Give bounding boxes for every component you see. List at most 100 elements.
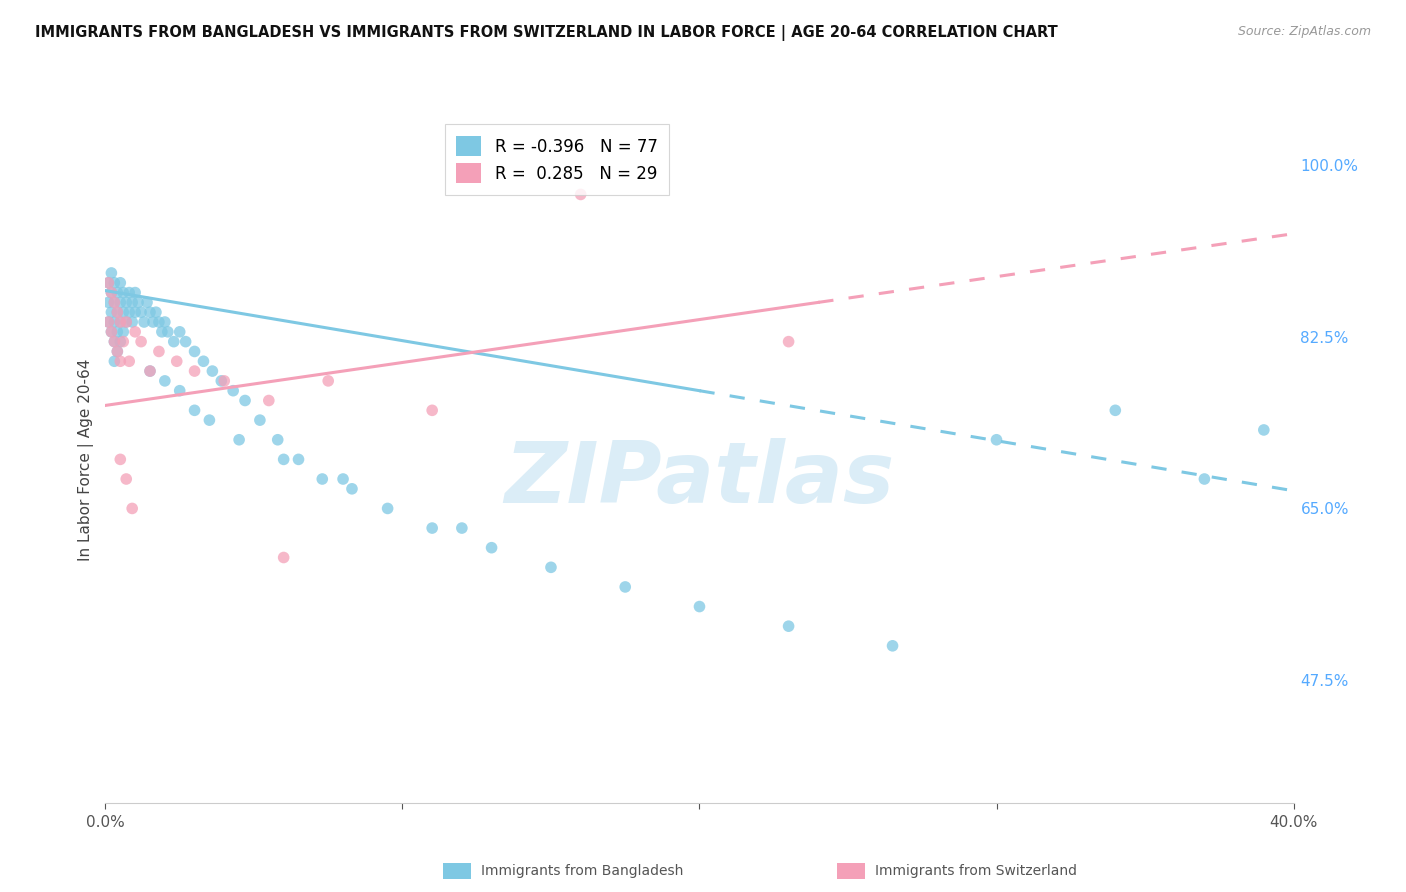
- Point: [100, 325, 122, 339]
- Point: [115, 315, 138, 329]
- Point: [332, 472, 354, 486]
- Point: [97, 295, 120, 310]
- Point: [316, 374, 339, 388]
- Point: [115, 472, 138, 486]
- Point: [420, 403, 443, 417]
- Point: [233, 393, 256, 408]
- Point: [110, 295, 132, 310]
- Point: [614, 580, 637, 594]
- Point: [110, 452, 132, 467]
- Point: [481, 541, 503, 555]
- Text: Immigrants from Bangladesh: Immigrants from Bangladesh: [481, 863, 683, 878]
- Point: [273, 452, 295, 467]
- Point: [100, 285, 122, 300]
- Point: [118, 305, 141, 319]
- Y-axis label: In Labor Force | Age 20-64: In Labor Force | Age 20-64: [79, 359, 94, 560]
- Point: [105, 285, 128, 300]
- Point: [249, 413, 271, 427]
- Point: [112, 325, 135, 339]
- Point: [129, 334, 152, 349]
- Point: [139, 305, 162, 319]
- Point: [540, 560, 562, 574]
- Point: [110, 354, 132, 368]
- Point: [129, 305, 152, 319]
- Point: [148, 344, 170, 359]
- Point: [778, 619, 800, 633]
- Point: [882, 639, 904, 653]
- Point: [450, 521, 472, 535]
- Point: [121, 501, 143, 516]
- Point: [148, 315, 170, 329]
- Point: [183, 364, 205, 378]
- Point: [420, 521, 443, 535]
- Point: [115, 315, 138, 329]
- Point: [105, 344, 128, 359]
- Point: [124, 285, 146, 300]
- Point: [97, 315, 120, 329]
- Point: [377, 501, 399, 516]
- Point: [273, 550, 295, 565]
- Point: [124, 305, 146, 319]
- Point: [121, 295, 143, 310]
- Point: [183, 403, 205, 417]
- Point: [121, 315, 143, 329]
- Point: [214, 374, 236, 388]
- Point: [986, 433, 1008, 447]
- Point: [105, 305, 128, 319]
- Legend: R = -0.396   N = 77, R =  0.285   N = 29: R = -0.396 N = 77, R = 0.285 N = 29: [444, 124, 669, 195]
- Point: [139, 364, 162, 378]
- Point: [118, 354, 141, 368]
- Point: [174, 334, 197, 349]
- Point: [124, 325, 146, 339]
- Point: [118, 285, 141, 300]
- Point: [103, 295, 125, 310]
- Point: [222, 384, 245, 398]
- Text: ZIPatlas: ZIPatlas: [505, 439, 894, 522]
- Point: [110, 315, 132, 329]
- Point: [166, 354, 188, 368]
- Text: IMMIGRANTS FROM BANGLADESH VS IMMIGRANTS FROM SWITZERLAND IN LABOR FORCE | AGE 2: IMMIGRANTS FROM BANGLADESH VS IMMIGRANTS…: [35, 25, 1057, 41]
- Point: [257, 393, 280, 408]
- Point: [110, 315, 132, 329]
- Point: [103, 295, 125, 310]
- Point: [100, 325, 122, 339]
- Text: Immigrants from Switzerland: Immigrants from Switzerland: [875, 863, 1077, 878]
- Point: [228, 433, 250, 447]
- Point: [110, 276, 132, 290]
- Point: [112, 285, 135, 300]
- Point: [142, 315, 165, 329]
- Point: [163, 334, 186, 349]
- Point: [112, 334, 135, 349]
- Point: [112, 305, 135, 319]
- Point: [105, 344, 128, 359]
- Point: [340, 482, 363, 496]
- Point: [569, 187, 592, 202]
- Point: [156, 325, 179, 339]
- Point: [103, 334, 125, 349]
- Point: [153, 374, 176, 388]
- Point: [103, 315, 125, 329]
- Point: [153, 315, 176, 329]
- Point: [100, 285, 122, 300]
- Point: [105, 325, 128, 339]
- Point: [97, 276, 120, 290]
- Point: [110, 334, 132, 349]
- Point: [1104, 403, 1126, 417]
- Point: [267, 433, 290, 447]
- Point: [139, 364, 162, 378]
- Text: Source: ZipAtlas.com: Source: ZipAtlas.com: [1237, 25, 1371, 38]
- Point: [132, 315, 155, 329]
- Point: [193, 354, 215, 368]
- Point: [689, 599, 711, 614]
- Point: [105, 305, 128, 319]
- Point: [97, 276, 120, 290]
- Point: [778, 334, 800, 349]
- Point: [103, 334, 125, 349]
- Point: [145, 305, 167, 319]
- Point: [127, 295, 149, 310]
- Point: [150, 325, 173, 339]
- Point: [97, 315, 120, 329]
- Point: [103, 276, 125, 290]
- Point: [1253, 423, 1275, 437]
- Point: [169, 384, 191, 398]
